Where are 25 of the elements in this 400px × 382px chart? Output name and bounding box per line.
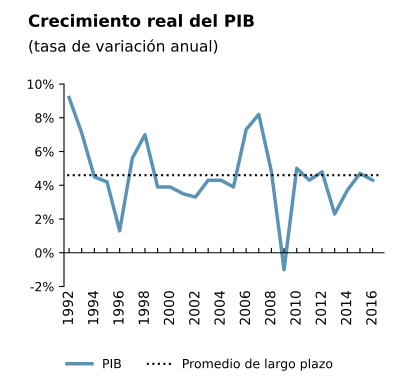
legend-label: PIB — [103, 359, 121, 368]
x-tick-label: 2004 — [214, 291, 225, 325]
y-tick-label: -2% — [30, 282, 54, 292]
x-tick-label: 2006 — [240, 291, 250, 325]
x-tick-label: 2016 — [366, 291, 377, 325]
x-tick-label: 1994 — [88, 291, 98, 324]
y-tick-label: 0% — [35, 248, 54, 258]
x-tick-label: 2014 — [340, 291, 352, 325]
x-tick-label: 1992 — [62, 292, 74, 324]
y-tick-label: 6% — [35, 147, 54, 156]
y-tick-label: 8% — [35, 113, 54, 123]
x-tick-label: 1998 — [138, 291, 149, 324]
y-tick-label: 4% — [35, 180, 54, 190]
y-tick-label: 2% — [35, 214, 54, 224]
x-tick-label: 2012 — [316, 292, 326, 325]
line-series — [67, 96, 374, 272]
x-tick-label: 2002 — [189, 292, 200, 325]
x-tick-label: 2000 — [164, 291, 174, 325]
x-tick-label: 2010 — [290, 291, 301, 325]
x-tick-label: 2008 — [264, 291, 276, 325]
chart-title: Crecimiento real del PIB — [28, 14, 254, 27]
x-tick-label: 1996 — [113, 291, 124, 324]
legend-label: Promedio de largo plazo — [183, 358, 332, 371]
chart-subtitle: (tasa de variación anual) — [29, 39, 218, 54]
y-tick-label: 10% — [28, 80, 54, 89]
